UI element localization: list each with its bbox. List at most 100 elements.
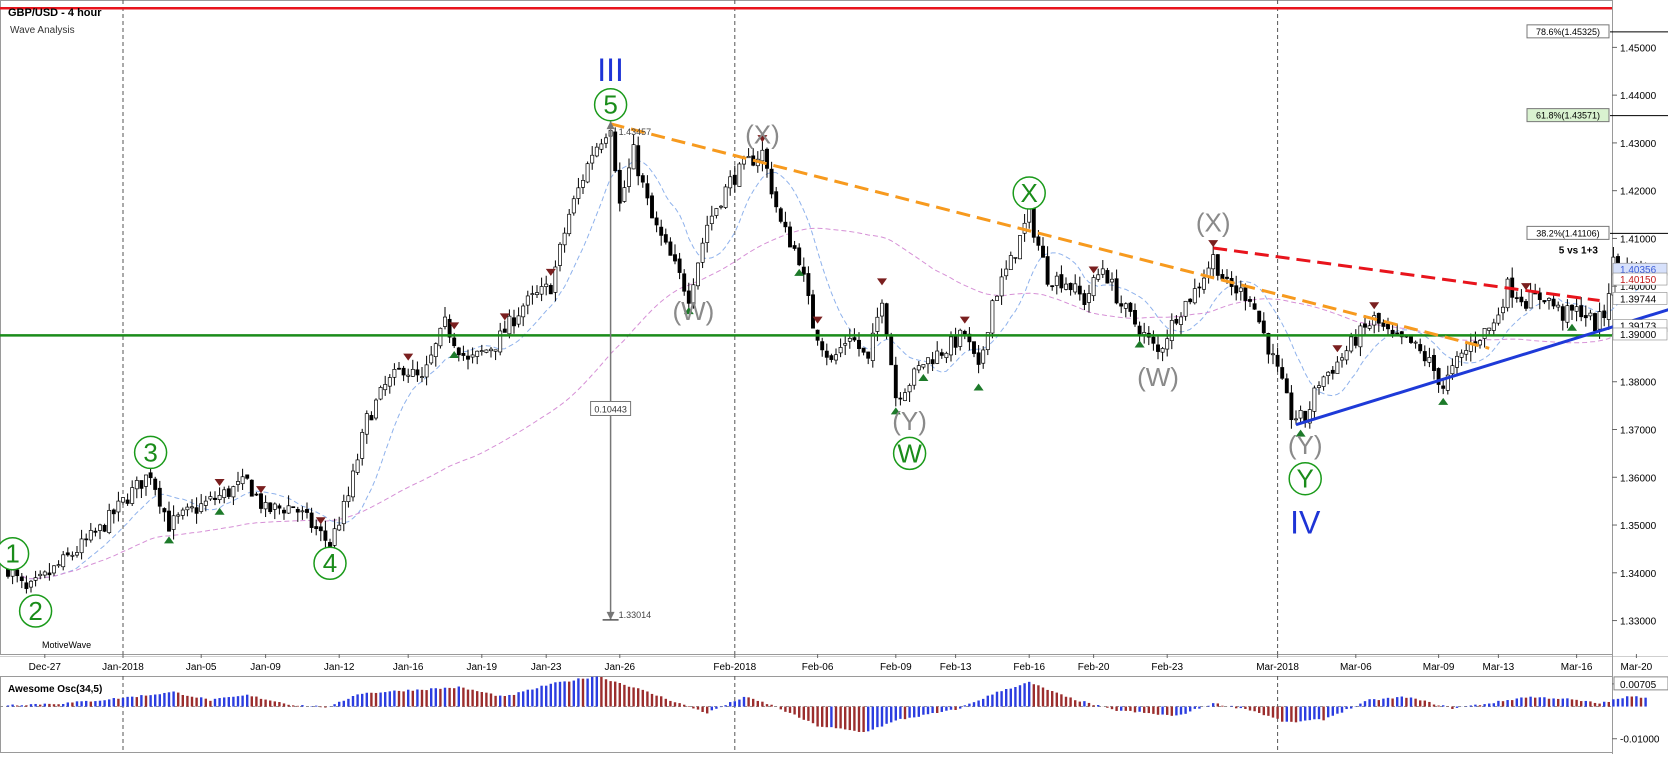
candle-body bbox=[121, 497, 125, 503]
pivot-low-marker bbox=[890, 407, 901, 415]
candle-body bbox=[774, 191, 779, 208]
candle-body bbox=[438, 327, 443, 347]
wave-label: Y bbox=[1297, 464, 1314, 494]
candle-body bbox=[1073, 283, 1078, 293]
candle-body bbox=[1271, 353, 1275, 356]
candle-body bbox=[1363, 323, 1367, 328]
x-tick-label: Feb-2018 bbox=[713, 662, 756, 673]
candle-body bbox=[10, 569, 15, 577]
fib-level-box bbox=[1526, 24, 1610, 39]
candle-body bbox=[1547, 297, 1551, 301]
pivot-high-marker bbox=[315, 517, 326, 525]
chart-subtitle: Wave Analysis bbox=[10, 25, 75, 36]
candle-body bbox=[880, 302, 884, 317]
candle-body bbox=[1215, 254, 1220, 276]
wave-label-circle bbox=[18, 594, 53, 628]
candle-body bbox=[1151, 336, 1156, 344]
candle-body bbox=[1344, 350, 1349, 361]
candle-body bbox=[1275, 354, 1280, 367]
candle-body bbox=[857, 339, 861, 349]
candle-body bbox=[318, 526, 323, 532]
y-tick-label: 1.35000 bbox=[1620, 521, 1657, 532]
candle-body bbox=[337, 524, 342, 531]
candle-body bbox=[916, 365, 921, 371]
candle-body bbox=[921, 364, 926, 368]
candle-body bbox=[622, 187, 627, 202]
wave-label-circle bbox=[1288, 461, 1322, 496]
candle-body bbox=[1528, 291, 1533, 309]
candle-body bbox=[401, 367, 406, 376]
candle-body bbox=[788, 226, 792, 248]
candle-body bbox=[1464, 350, 1469, 355]
wave-label: 2 bbox=[28, 596, 42, 626]
candle-body bbox=[544, 283, 549, 287]
candle-body bbox=[305, 509, 309, 513]
candle-body bbox=[102, 524, 107, 532]
measure-arrow-bottom bbox=[606, 611, 615, 620]
candle-body bbox=[397, 367, 401, 370]
candle-body bbox=[217, 494, 222, 500]
candle-body bbox=[1266, 333, 1271, 355]
price-tag-label: 1.39000 bbox=[1620, 330, 1657, 341]
y-tick-label: 1.42000 bbox=[1620, 187, 1657, 198]
candle-body bbox=[1597, 311, 1602, 330]
pivot-high-marker bbox=[403, 353, 414, 361]
candle-body bbox=[420, 376, 424, 378]
fib-level-label: 61.8%(1.43571) bbox=[1536, 111, 1600, 121]
pivot-high-marker bbox=[1208, 240, 1219, 248]
candle-body bbox=[1257, 310, 1262, 323]
candle-body bbox=[1427, 357, 1432, 363]
candle-body bbox=[714, 208, 719, 216]
y-tick-label: 1.36000 bbox=[1620, 473, 1657, 484]
candle-body bbox=[282, 509, 286, 514]
candle-body bbox=[1220, 274, 1225, 280]
candle-body bbox=[668, 241, 673, 256]
fib-level-box bbox=[1526, 225, 1610, 240]
candle-body bbox=[1445, 374, 1450, 391]
x-tick-label: Jan-05 bbox=[186, 662, 217, 673]
candle-body bbox=[765, 148, 769, 169]
candle-body bbox=[944, 352, 949, 359]
candle-body bbox=[1174, 318, 1179, 324]
candle-body bbox=[806, 273, 811, 296]
candle-body bbox=[213, 497, 217, 501]
candle-body bbox=[1588, 312, 1593, 317]
candle-body bbox=[843, 343, 848, 346]
candle-body bbox=[594, 146, 599, 157]
price-tag-label: 1.40150 bbox=[1620, 275, 1657, 286]
pivot-high-marker bbox=[877, 278, 887, 286]
pivot-low-marker bbox=[449, 351, 460, 359]
candle-body bbox=[240, 476, 245, 485]
candle-body bbox=[709, 215, 714, 225]
candle-body bbox=[1202, 277, 1206, 290]
moving-average-layer bbox=[21, 160, 1646, 580]
candle-body bbox=[70, 554, 75, 557]
candle-body bbox=[355, 459, 360, 473]
candle-body bbox=[1450, 365, 1455, 375]
candle-body bbox=[1326, 371, 1331, 377]
candle-body bbox=[116, 500, 121, 513]
candle-body bbox=[631, 144, 636, 170]
candle-body bbox=[838, 347, 843, 354]
candle-body bbox=[1330, 369, 1335, 374]
candle-body bbox=[746, 156, 751, 159]
candle-body bbox=[75, 552, 79, 556]
pivot-high-marker bbox=[499, 313, 510, 321]
candle-body bbox=[930, 359, 935, 365]
candle-body bbox=[1077, 285, 1082, 295]
watermark-text: MotiveWave bbox=[42, 640, 91, 650]
candle-body bbox=[691, 284, 696, 305]
axis-layer: 0.00705 -0.01000 1.33000 1.34000 1.35000 1.36… bbox=[29, 43, 1668, 746]
price-tag-box bbox=[1612, 327, 1668, 341]
pivot-high-marker bbox=[1088, 266, 1099, 274]
candle-body bbox=[277, 505, 282, 509]
candle-body bbox=[1087, 293, 1091, 303]
candle-body bbox=[134, 480, 139, 490]
candle-body bbox=[1340, 357, 1344, 361]
candle-body bbox=[1082, 293, 1087, 305]
y-tick-label: 1.37000 bbox=[1620, 426, 1657, 437]
candle-body bbox=[1537, 292, 1542, 300]
candle-body bbox=[1243, 287, 1248, 301]
